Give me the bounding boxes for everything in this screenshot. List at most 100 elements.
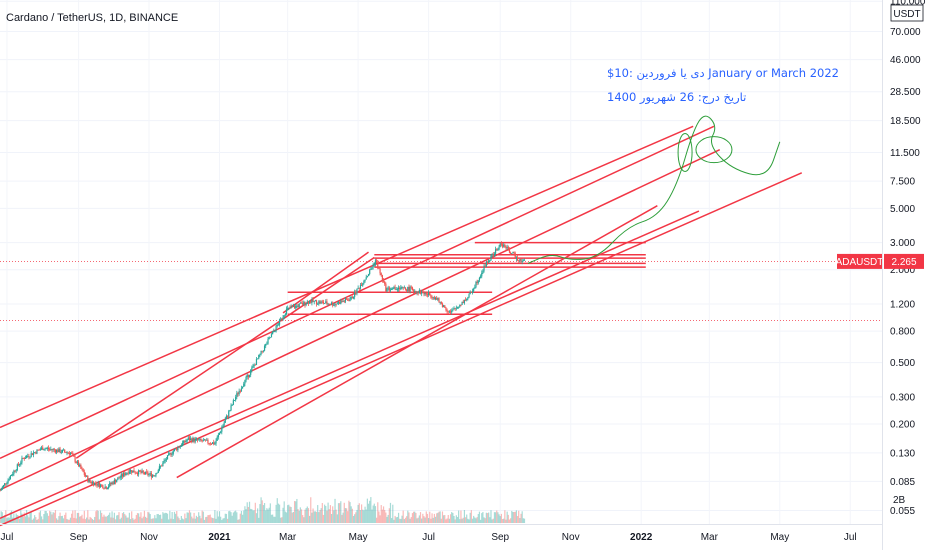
candle-body: [328, 303, 330, 305]
channel-line[interactable]: [0, 172, 803, 527]
candle-body: [498, 246, 500, 250]
volume-bar: [201, 510, 203, 523]
candle-body: [422, 291, 424, 294]
annotation-date[interactable]: تاریخ درج: 26 شهریور 1400: [607, 90, 746, 105]
volume-bar: [5, 510, 7, 523]
candle-body: [171, 453, 173, 455]
volume-bar: [334, 498, 336, 523]
annotation-target[interactable]: $10: دی یا فروردین January or March 2022: [607, 66, 839, 81]
volume-bar: [327, 502, 329, 523]
candle-body: [493, 253, 496, 256]
candle-body: [38, 449, 40, 451]
candle-body: [64, 449, 66, 452]
volume-bar: [284, 511, 286, 523]
volume-bar: [112, 517, 114, 523]
candle-body: [327, 303, 329, 305]
candle-body: [326, 301, 328, 304]
candle-body: [222, 425, 224, 428]
time-tick: Nov: [562, 532, 580, 543]
candle-body: [221, 427, 223, 432]
volume-bar: [110, 517, 112, 523]
candle-body: [180, 445, 182, 447]
candle-body: [133, 470, 135, 473]
target-oval[interactable]: [695, 136, 733, 164]
grid: [0, 0, 882, 524]
candle-body: [434, 297, 437, 300]
volume-bar: [325, 505, 327, 523]
candle-body: [443, 305, 445, 308]
projection-ovals[interactable]: [677, 133, 733, 173]
support-lines[interactable]: [287, 241, 646, 315]
candle-body: [36, 449, 38, 454]
channel-line[interactable]: [0, 148, 721, 491]
channel-lines[interactable]: [0, 125, 803, 527]
candle-body: [482, 270, 484, 274]
volume-bar: [239, 513, 241, 523]
volume-bar: [140, 512, 142, 523]
volume-bar: [454, 519, 456, 523]
candle-body: [360, 285, 363, 286]
candle-body: [53, 449, 55, 451]
volume-bar: [104, 516, 106, 523]
candle-body: [492, 254, 494, 256]
volume-bar: [38, 512, 40, 523]
channel-line[interactable]: [282, 251, 369, 314]
candle-body: [386, 288, 388, 292]
candle-body: [165, 459, 167, 461]
volume-bar: [459, 519, 461, 523]
volume-bar: [103, 514, 105, 523]
volume-bar: [94, 516, 96, 523]
volume-bar: [519, 518, 521, 523]
volume-bar: [436, 513, 438, 523]
volume-bar: [422, 513, 424, 523]
volume-bar: [131, 511, 133, 523]
candle-body: [269, 337, 271, 339]
candle-body: [54, 450, 57, 453]
candle-body: [490, 255, 492, 261]
channel-line[interactable]: [176, 205, 658, 479]
candle-body: [74, 456, 76, 462]
candle-body: [16, 464, 18, 471]
volume-bar: [117, 515, 119, 523]
candle-body: [476, 282, 478, 284]
candle-body: [169, 453, 171, 454]
projection-curve[interactable]: [527, 115, 781, 264]
candle-body: [453, 308, 455, 310]
candle-body: [5, 483, 7, 485]
channel-line[interactable]: [75, 256, 375, 459]
candle-body: [80, 464, 82, 469]
time-tick: Mar: [701, 532, 719, 543]
volume-bar: [298, 510, 300, 523]
candle-body: [505, 247, 507, 249]
volume-bar: [136, 513, 139, 523]
candle-body: [293, 305, 296, 309]
candle-body: [92, 482, 95, 486]
candle-body: [240, 388, 243, 392]
volume-bar: [283, 501, 285, 523]
volume-bar: [313, 511, 315, 523]
candle-body: [163, 460, 165, 463]
candle-body: [340, 300, 342, 304]
candle-body: [463, 299, 466, 303]
volume-bars: [0, 497, 526, 523]
volume-bar: [349, 502, 351, 523]
volume-bar: [208, 515, 210, 523]
candle-body: [394, 287, 396, 290]
volume-bar: [146, 517, 148, 523]
volume-bar: [192, 518, 194, 523]
volume-bar: [386, 516, 388, 523]
candle-body: [59, 448, 61, 453]
candle-body: [250, 370, 252, 375]
candle-body: [339, 301, 341, 304]
volume-bar: [399, 518, 401, 523]
volume-bar: [272, 514, 274, 523]
time-tick: May: [770, 532, 789, 543]
target-oval[interactable]: [677, 133, 693, 173]
volume-bar: [237, 519, 239, 523]
candle-body: [425, 292, 427, 295]
volume-bar: [86, 517, 88, 523]
candle-body: [388, 287, 390, 291]
volume-bar: [222, 518, 224, 523]
channel-line[interactable]: [0, 210, 700, 519]
